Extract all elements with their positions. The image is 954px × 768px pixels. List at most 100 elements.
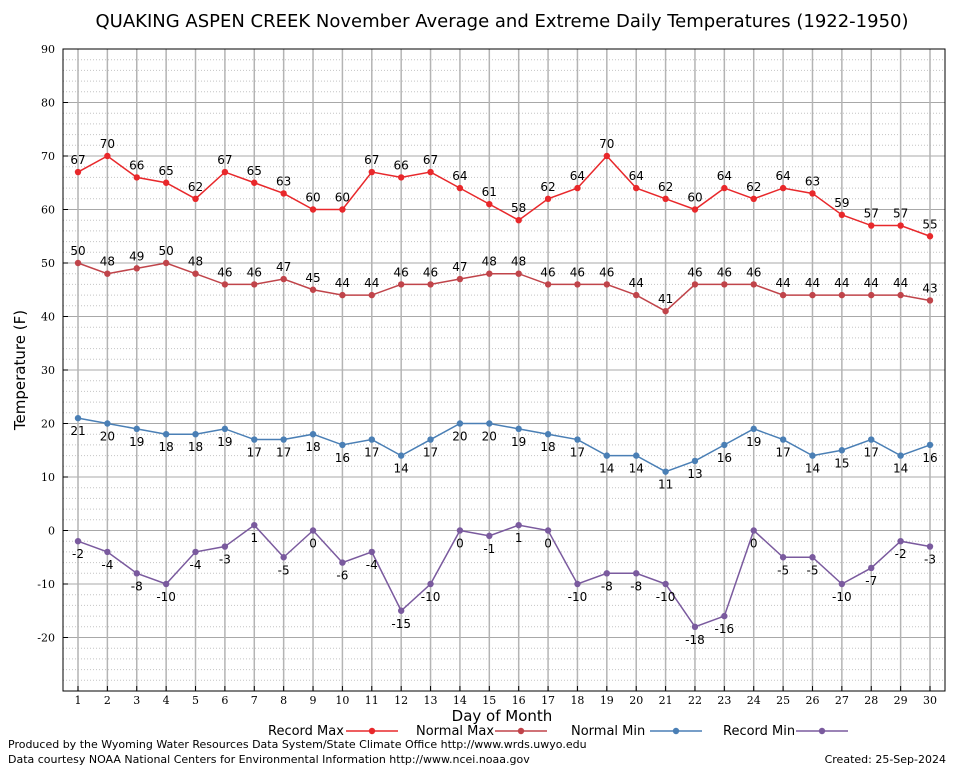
normal-max-point [897, 291, 904, 299]
record-max-data-label: 62 [658, 180, 673, 194]
y-axis-title: Temperature (F) [11, 310, 29, 431]
normal-min-data-label: 18 [540, 440, 555, 454]
normal-min-data-label: 14 [629, 462, 644, 476]
x-tick-label: 6 [221, 694, 228, 707]
normal-min-point [427, 436, 434, 443]
normal-min-data-label: 19 [746, 435, 761, 449]
normal-max-point [486, 270, 493, 277]
normal-min-data-label: 13 [687, 467, 702, 481]
normal-max-data-label: 44 [629, 276, 644, 290]
record-min-data-label: 0 [544, 537, 552, 551]
y-tick-label: 60 [41, 204, 55, 217]
record-max-data-label: 55 [922, 217, 937, 231]
record-max-legend-label: Record Max [268, 724, 344, 739]
record-max-point [397, 174, 405, 181]
normal-min-point [721, 441, 728, 449]
record-min-data-label: 1 [250, 531, 258, 545]
record-max-point [221, 168, 229, 176]
normal-min-point [456, 420, 464, 427]
record-min-data-label: -10 [656, 590, 676, 604]
normal-min-data-label: 16 [922, 451, 937, 465]
record-min-line [77, 524, 931, 628]
normal-min-data-label: 14 [394, 462, 409, 476]
normal-max-data-label: 46 [540, 265, 555, 279]
normal-max-data-label: 46 [570, 265, 585, 279]
normal-min-data-label: 16 [335, 451, 350, 465]
y-tick-label: 20 [41, 418, 55, 431]
record-min-data-label: -16 [715, 622, 735, 636]
x-tick-label: 21 [659, 694, 673, 707]
record-max-point [162, 179, 170, 186]
normal-min-data-label: 20 [482, 430, 497, 444]
x-tick-label: 15 [482, 694, 496, 707]
normal-min-data-label: 20 [100, 430, 115, 444]
normal-min-data-label: 14 [599, 462, 614, 476]
record-max-data-label: 66 [129, 158, 144, 172]
normal-max-point [309, 286, 317, 293]
normal-max-point [838, 291, 846, 299]
record-min-point [574, 580, 581, 588]
normal-max-point [721, 281, 728, 288]
normal-min-data-label: 21 [70, 424, 85, 438]
x-tick-label: 14 [453, 694, 467, 707]
record-max-line [77, 154, 931, 237]
normal-max-point [926, 297, 934, 304]
normal-min-data-label: 17 [423, 446, 438, 460]
record-min-data-label: -3 [924, 553, 936, 567]
record-max-point [74, 168, 82, 176]
normal-max-data-label: 44 [364, 276, 379, 290]
record-max-point [133, 174, 140, 181]
record-min-point [868, 564, 875, 572]
record-max-point [926, 233, 934, 240]
record-max-data-label: 70 [599, 137, 614, 151]
record-max-legend-marker [368, 727, 376, 735]
normal-min-data-label: 17 [276, 446, 291, 460]
record-min-data-label: -5 [777, 563, 789, 577]
x-tick-label: 20 [629, 694, 643, 707]
normal-min-point [633, 452, 640, 459]
y-tick-label: 80 [41, 97, 55, 110]
normal-max-data-label: 50 [158, 244, 173, 258]
normal-min-data-label: 18 [305, 440, 320, 454]
normal-max-data-label: 44 [834, 276, 849, 290]
x-tick-label: 29 [894, 694, 908, 707]
record-min-legend-marker [818, 727, 826, 735]
record-max-point [897, 222, 904, 229]
record-min-data-label: -4 [101, 558, 113, 572]
record-min-data-label: -18 [685, 633, 705, 647]
record-max-point [309, 206, 317, 213]
normal-max-point [456, 275, 464, 283]
series-group: 67 70 66 65 62 67 65 63 60 60 67 66 67 64 61 58 62 64 70 64… [70, 137, 937, 647]
record-max-point [779, 184, 787, 192]
normal-max-data-label: 43 [922, 281, 937, 295]
record-max-data-label: 66 [394, 158, 409, 172]
normal-max-data-label: 44 [864, 276, 879, 290]
normal-max-data-label: 44 [335, 276, 350, 290]
record-min-point [280, 554, 287, 561]
record-max-data-label: 67 [70, 153, 85, 167]
normal-min-point [280, 436, 287, 443]
normal-min-point [192, 431, 199, 438]
record-min-point [192, 548, 199, 556]
footer-data-courtesy: Data courtesy NOAA National Centers for … [8, 753, 530, 766]
record-max-point [721, 184, 728, 192]
y-tick-label: -20 [37, 632, 55, 645]
record-min-point [221, 543, 229, 550]
record-max-data-label: 63 [805, 174, 820, 188]
record-max-point [633, 184, 640, 192]
normal-max-data-label: 50 [70, 244, 85, 258]
normal-min-point [309, 431, 317, 438]
record-max-data-label: 64 [629, 169, 644, 183]
normal-max-point [691, 281, 699, 288]
record-min-point [662, 580, 669, 588]
normal-max-point [221, 281, 229, 288]
record-min-data-label: -3 [219, 553, 231, 567]
record-min-point [104, 548, 111, 556]
x-tick-label: 5 [192, 694, 199, 707]
record-max-data-label: 62 [746, 180, 761, 194]
record-max-data-label: 62 [188, 180, 203, 194]
record-max-point [339, 206, 346, 213]
record-min-data-label: -7 [865, 574, 877, 588]
normal-max-data-label: 44 [775, 276, 790, 290]
